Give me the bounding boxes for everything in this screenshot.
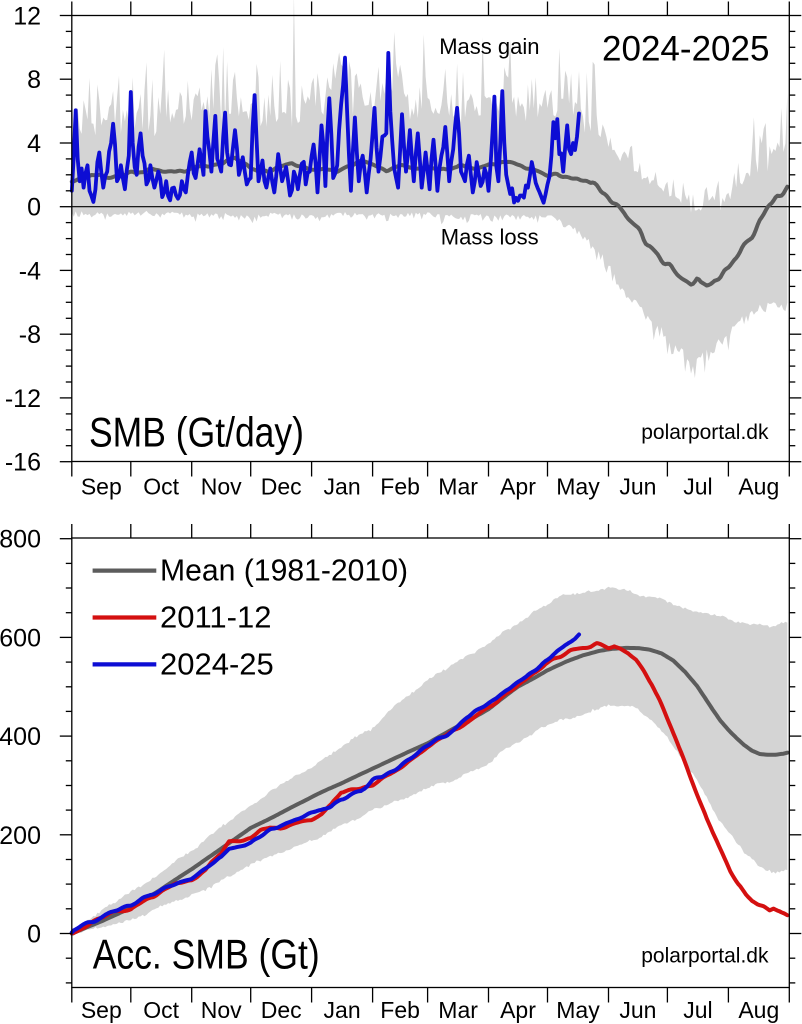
svg-text:200: 200 [0, 822, 41, 850]
svg-text:Mar: Mar [438, 997, 478, 1023]
svg-text:polarportal.dk: polarportal.dk [641, 421, 769, 444]
svg-text:Feb: Feb [380, 997, 420, 1023]
svg-text:2011-12: 2011-12 [160, 600, 271, 635]
svg-text:-4: -4 [19, 257, 41, 285]
svg-text:Aug: Aug [738, 997, 779, 1023]
svg-text:2024-2025: 2024-2025 [602, 29, 770, 69]
svg-text:0: 0 [27, 194, 41, 222]
svg-text:May: May [556, 997, 600, 1023]
svg-text:Apr: Apr [500, 997, 536, 1023]
svg-text:Jul: Jul [683, 997, 712, 1023]
svg-text:Mass gain: Mass gain [439, 34, 539, 59]
svg-text:Sep: Sep [81, 997, 122, 1023]
svg-text:Jun: Jun [619, 997, 656, 1023]
svg-text:polarportal.dk: polarportal.dk [641, 945, 769, 968]
svg-text:SMB (Gt/day): SMB (Gt/day) [89, 409, 304, 456]
svg-text:Jan: Jan [324, 997, 361, 1023]
svg-text:-12: -12 [5, 385, 41, 413]
svg-text:-16: -16 [5, 449, 41, 477]
svg-text:-8: -8 [19, 321, 41, 349]
svg-text:Oct: Oct [143, 997, 179, 1023]
svg-text:12: 12 [13, 3, 41, 31]
svg-text:0: 0 [27, 921, 41, 949]
svg-text:Dec: Dec [261, 997, 302, 1023]
svg-text:Oct: Oct [143, 474, 179, 500]
svg-text:Acc. SMB (Gt): Acc. SMB (Gt) [93, 931, 320, 978]
svg-text:Jul: Jul [683, 474, 712, 500]
svg-text:4: 4 [27, 130, 41, 158]
svg-text:Aug: Aug [738, 474, 779, 500]
svg-text:Jun: Jun [619, 474, 656, 500]
svg-text:Nov: Nov [201, 997, 242, 1023]
svg-text:Sep: Sep [81, 474, 122, 500]
svg-text:Mass loss: Mass loss [441, 224, 539, 249]
svg-text:May: May [556, 474, 600, 500]
svg-text:Nov: Nov [201, 474, 242, 500]
svg-text:2024-25: 2024-25 [160, 646, 274, 681]
svg-text:800: 800 [0, 526, 41, 554]
svg-text:8: 8 [27, 66, 41, 94]
svg-text:Mar: Mar [438, 474, 478, 500]
svg-text:600: 600 [0, 624, 41, 652]
svg-text:400: 400 [0, 723, 41, 751]
svg-text:Jan: Jan [324, 474, 361, 500]
svg-text:Apr: Apr [500, 474, 536, 500]
svg-text:Feb: Feb [380, 474, 420, 500]
svg-text:Mean (1981-2010): Mean (1981-2010) [160, 553, 408, 588]
svg-text:Dec: Dec [261, 474, 302, 500]
